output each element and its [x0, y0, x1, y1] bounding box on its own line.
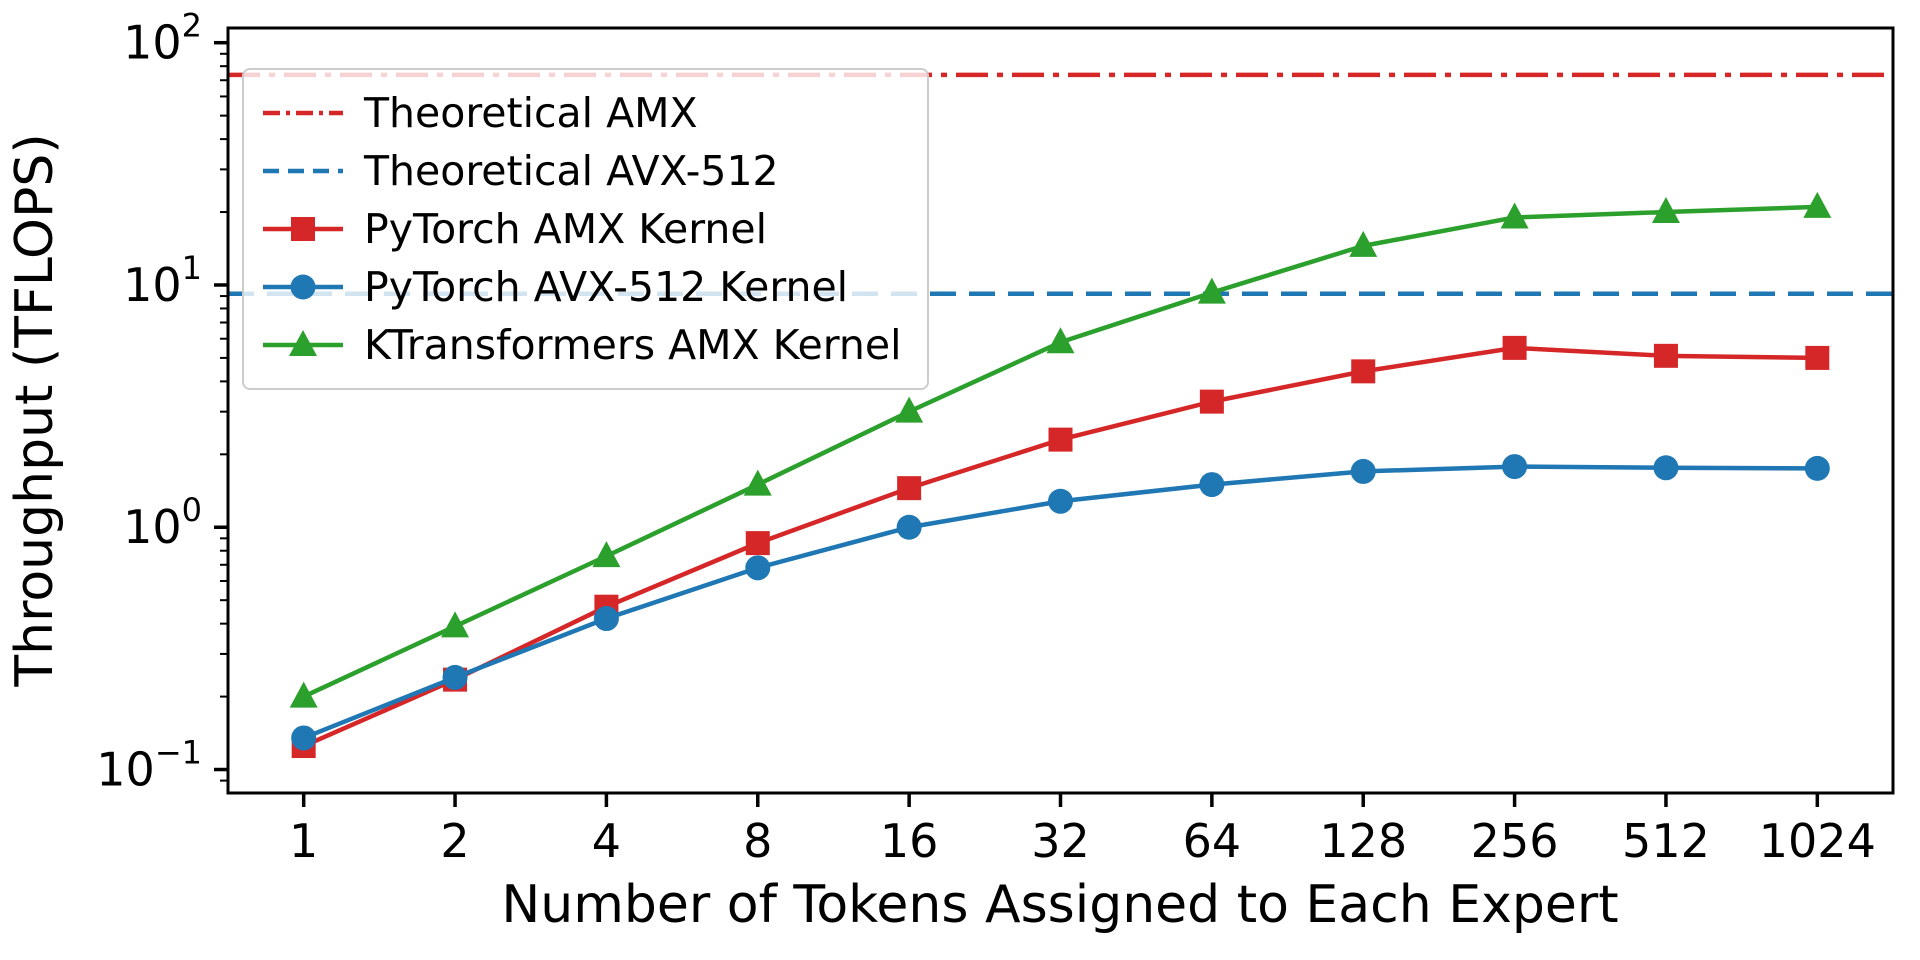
square-marker — [1048, 427, 1073, 452]
square-marker — [1351, 359, 1376, 384]
legend-item-theoretical-amx: Theoretical AMX — [260, 84, 901, 142]
legend-item-ktransformers-amx: KTransformers AMX Kernel — [260, 316, 901, 374]
legend-swatch-circle-marker — [263, 274, 343, 300]
triangle-marker — [1046, 327, 1075, 354]
x-tick-label: 2 — [440, 814, 469, 868]
circle-marker — [291, 725, 317, 751]
square-marker — [291, 217, 315, 241]
legend-label: PyTorch AMX Kernel — [364, 204, 768, 253]
triangle-marker — [592, 541, 621, 568]
circle-marker — [1502, 454, 1528, 480]
x-tick-label: 8 — [743, 814, 772, 868]
x-tick-label: 32 — [1031, 814, 1090, 868]
square-marker — [745, 531, 770, 556]
square-marker — [1653, 343, 1678, 368]
triangle-marker — [1803, 191, 1832, 218]
circle-marker — [593, 606, 619, 632]
legend-swatch-triangle-marker — [263, 330, 343, 356]
x-tick-label: 1024 — [1759, 814, 1876, 868]
x-tick-label: 128 — [1319, 814, 1407, 868]
series-ktransformers-amx-kernel — [289, 191, 1832, 708]
square-marker — [1502, 335, 1527, 360]
x-tick-label: 16 — [880, 814, 939, 868]
circle-marker — [1199, 472, 1225, 498]
y-tick-label: 101 — [123, 249, 202, 312]
triangle-marker — [289, 681, 318, 708]
triangle-marker — [1500, 202, 1529, 229]
square-marker — [897, 476, 922, 501]
legend-item-theoretical-avx512: Theoretical AVX-512 — [260, 142, 901, 200]
x-axis-label: Number of Tokens Assigned to Each Expert — [501, 875, 1618, 935]
legend-swatch-dashed-line — [263, 168, 343, 174]
triangle-marker — [895, 396, 924, 423]
legend-label: Theoretical AVX-512 — [364, 146, 779, 195]
circle-marker — [290, 274, 316, 300]
series-line — [302, 345, 1818, 749]
square-marker — [1805, 345, 1830, 370]
legend-label: KTransformers AMX Kernel — [364, 320, 902, 369]
x-tick-label: 4 — [592, 814, 621, 868]
legend-item-pytorch-avx512: PyTorch AVX-512 Kernel — [260, 258, 901, 316]
triangle-marker — [1197, 277, 1226, 304]
legend-swatch-dashdot-line — [263, 110, 343, 116]
x-tick-label: 1 — [289, 814, 318, 868]
triangle-marker — [743, 469, 772, 496]
triangle-marker — [441, 611, 470, 638]
legend-item-pytorch-amx: PyTorch AMX Kernel — [260, 200, 901, 258]
circle-marker — [442, 664, 468, 690]
series-pytorch-avx-512-kernel — [291, 454, 1830, 751]
y-tick-label: 10−1 — [96, 734, 202, 797]
y-tick-label: 100 — [123, 491, 202, 554]
triangle-marker — [289, 330, 317, 356]
plot-area: 10−1 100 101 102 1 2 4 8 16 32 64 128 256 512 1024 — [96, 7, 1895, 868]
legend: Theoretical AMX Theoretical AVX-512 PyTo… — [242, 68, 930, 390]
legend-swatch-square-marker — [263, 217, 343, 241]
circle-marker — [1048, 488, 1073, 514]
y-axis-label: Throughput (TFLOPS) — [5, 133, 65, 687]
legend-label: Theoretical AMX — [364, 88, 698, 137]
circle-marker — [1804, 455, 1830, 481]
square-marker — [1199, 389, 1224, 414]
circle-marker — [896, 514, 922, 540]
triangle-marker — [1651, 197, 1680, 224]
y-tick-label: 102 — [123, 7, 202, 70]
x-tick-label: 256 — [1471, 814, 1559, 868]
x-tick-label: 64 — [1183, 814, 1242, 868]
triangle-marker — [1349, 230, 1378, 257]
x-tick-label: 512 — [1622, 814, 1710, 868]
legend-label: PyTorch AVX-512 Kernel — [364, 262, 849, 311]
series-pytorch-amx-kernel — [291, 335, 1830, 759]
circle-marker — [745, 555, 771, 581]
circle-marker — [1653, 455, 1679, 481]
circle-marker — [1350, 458, 1376, 484]
